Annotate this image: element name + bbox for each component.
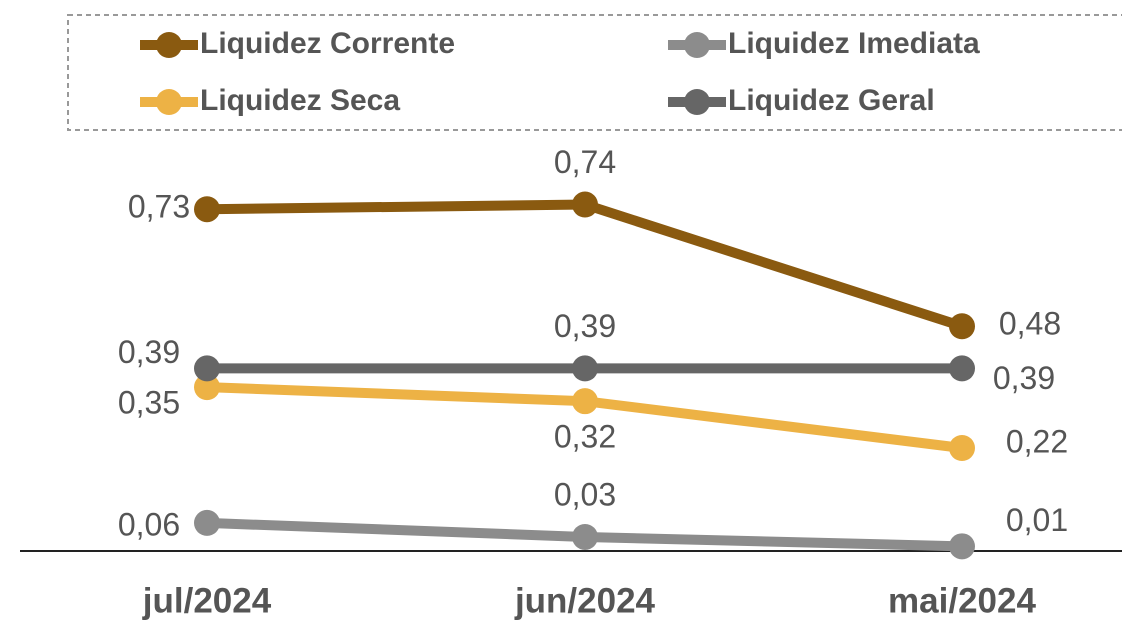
data-label: 0,06 (118, 506, 180, 542)
marker (194, 355, 220, 382)
data-label: 0,01 (1006, 502, 1068, 538)
marker (949, 313, 975, 340)
legend-marker (156, 89, 182, 115)
data-label: 0,39 (118, 334, 180, 370)
marker (949, 355, 975, 382)
data-label: 0,22 (1006, 423, 1068, 459)
legend-marker (156, 32, 182, 58)
x-tick-label: jun/2024 (514, 581, 656, 620)
legend-marker (684, 32, 710, 58)
marker (194, 374, 220, 401)
data-label: 0,03 (554, 476, 616, 512)
data-label: 0,32 (554, 419, 616, 455)
data-label: 0,48 (999, 306, 1061, 342)
marker (572, 523, 598, 550)
marker (572, 355, 598, 382)
legend-label: Liquidez Seca (200, 84, 400, 117)
marker (949, 435, 975, 461)
legend-label: Liquidez Corrente (200, 27, 455, 60)
legend-label: Liquidez Geral (728, 84, 935, 117)
data-label: 0,39 (554, 308, 616, 344)
marker (572, 388, 598, 415)
marker (949, 533, 975, 560)
marker (572, 191, 598, 218)
marker (194, 509, 220, 536)
marker (194, 196, 220, 223)
data-label: 0,73 (128, 189, 190, 225)
x-tick-label: jul/2024 (142, 581, 272, 620)
legend-marker (684, 89, 710, 115)
legend-box (67, 14, 1122, 131)
data-label: 0,35 (118, 385, 180, 421)
data-label: 0,39 (993, 360, 1055, 396)
data-label: 0,74 (554, 144, 616, 180)
legend-label: Liquidez Imediata (728, 27, 980, 60)
x-tick-label: mai/2024 (888, 581, 1036, 620)
